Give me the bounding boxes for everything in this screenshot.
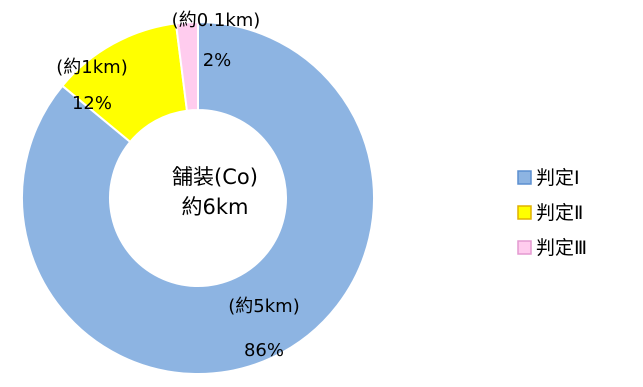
legend-swatch-3 bbox=[517, 240, 532, 255]
legend-label-2: 判定Ⅱ bbox=[536, 202, 583, 224]
slice-1 bbox=[21, 20, 375, 375]
slice-distance-label-2: (約1km) bbox=[56, 57, 127, 78]
slice-value-label-1: 86% bbox=[244, 340, 284, 361]
legend-label-1: 判定Ⅰ bbox=[536, 167, 580, 189]
slice-distance-label-3: (約0.1km) bbox=[172, 10, 261, 31]
legend-swatch-1 bbox=[517, 170, 532, 185]
legend-swatch-2 bbox=[517, 205, 532, 220]
legend-label-3: 判定Ⅲ bbox=[536, 237, 587, 259]
slice-value-label-3: 2% bbox=[203, 50, 232, 71]
center-label-line1: 舗装(Co) bbox=[172, 165, 258, 189]
center-label-line2: 約6km bbox=[182, 195, 249, 219]
slice-distance-label-1: (約5km) bbox=[228, 296, 299, 317]
slice-value-label-2: 12% bbox=[72, 93, 112, 114]
slices-group bbox=[21, 20, 375, 375]
slice-3 bbox=[174, 20, 199, 112]
legend: 判定Ⅰ 判定Ⅱ 判定Ⅲ bbox=[517, 167, 587, 259]
